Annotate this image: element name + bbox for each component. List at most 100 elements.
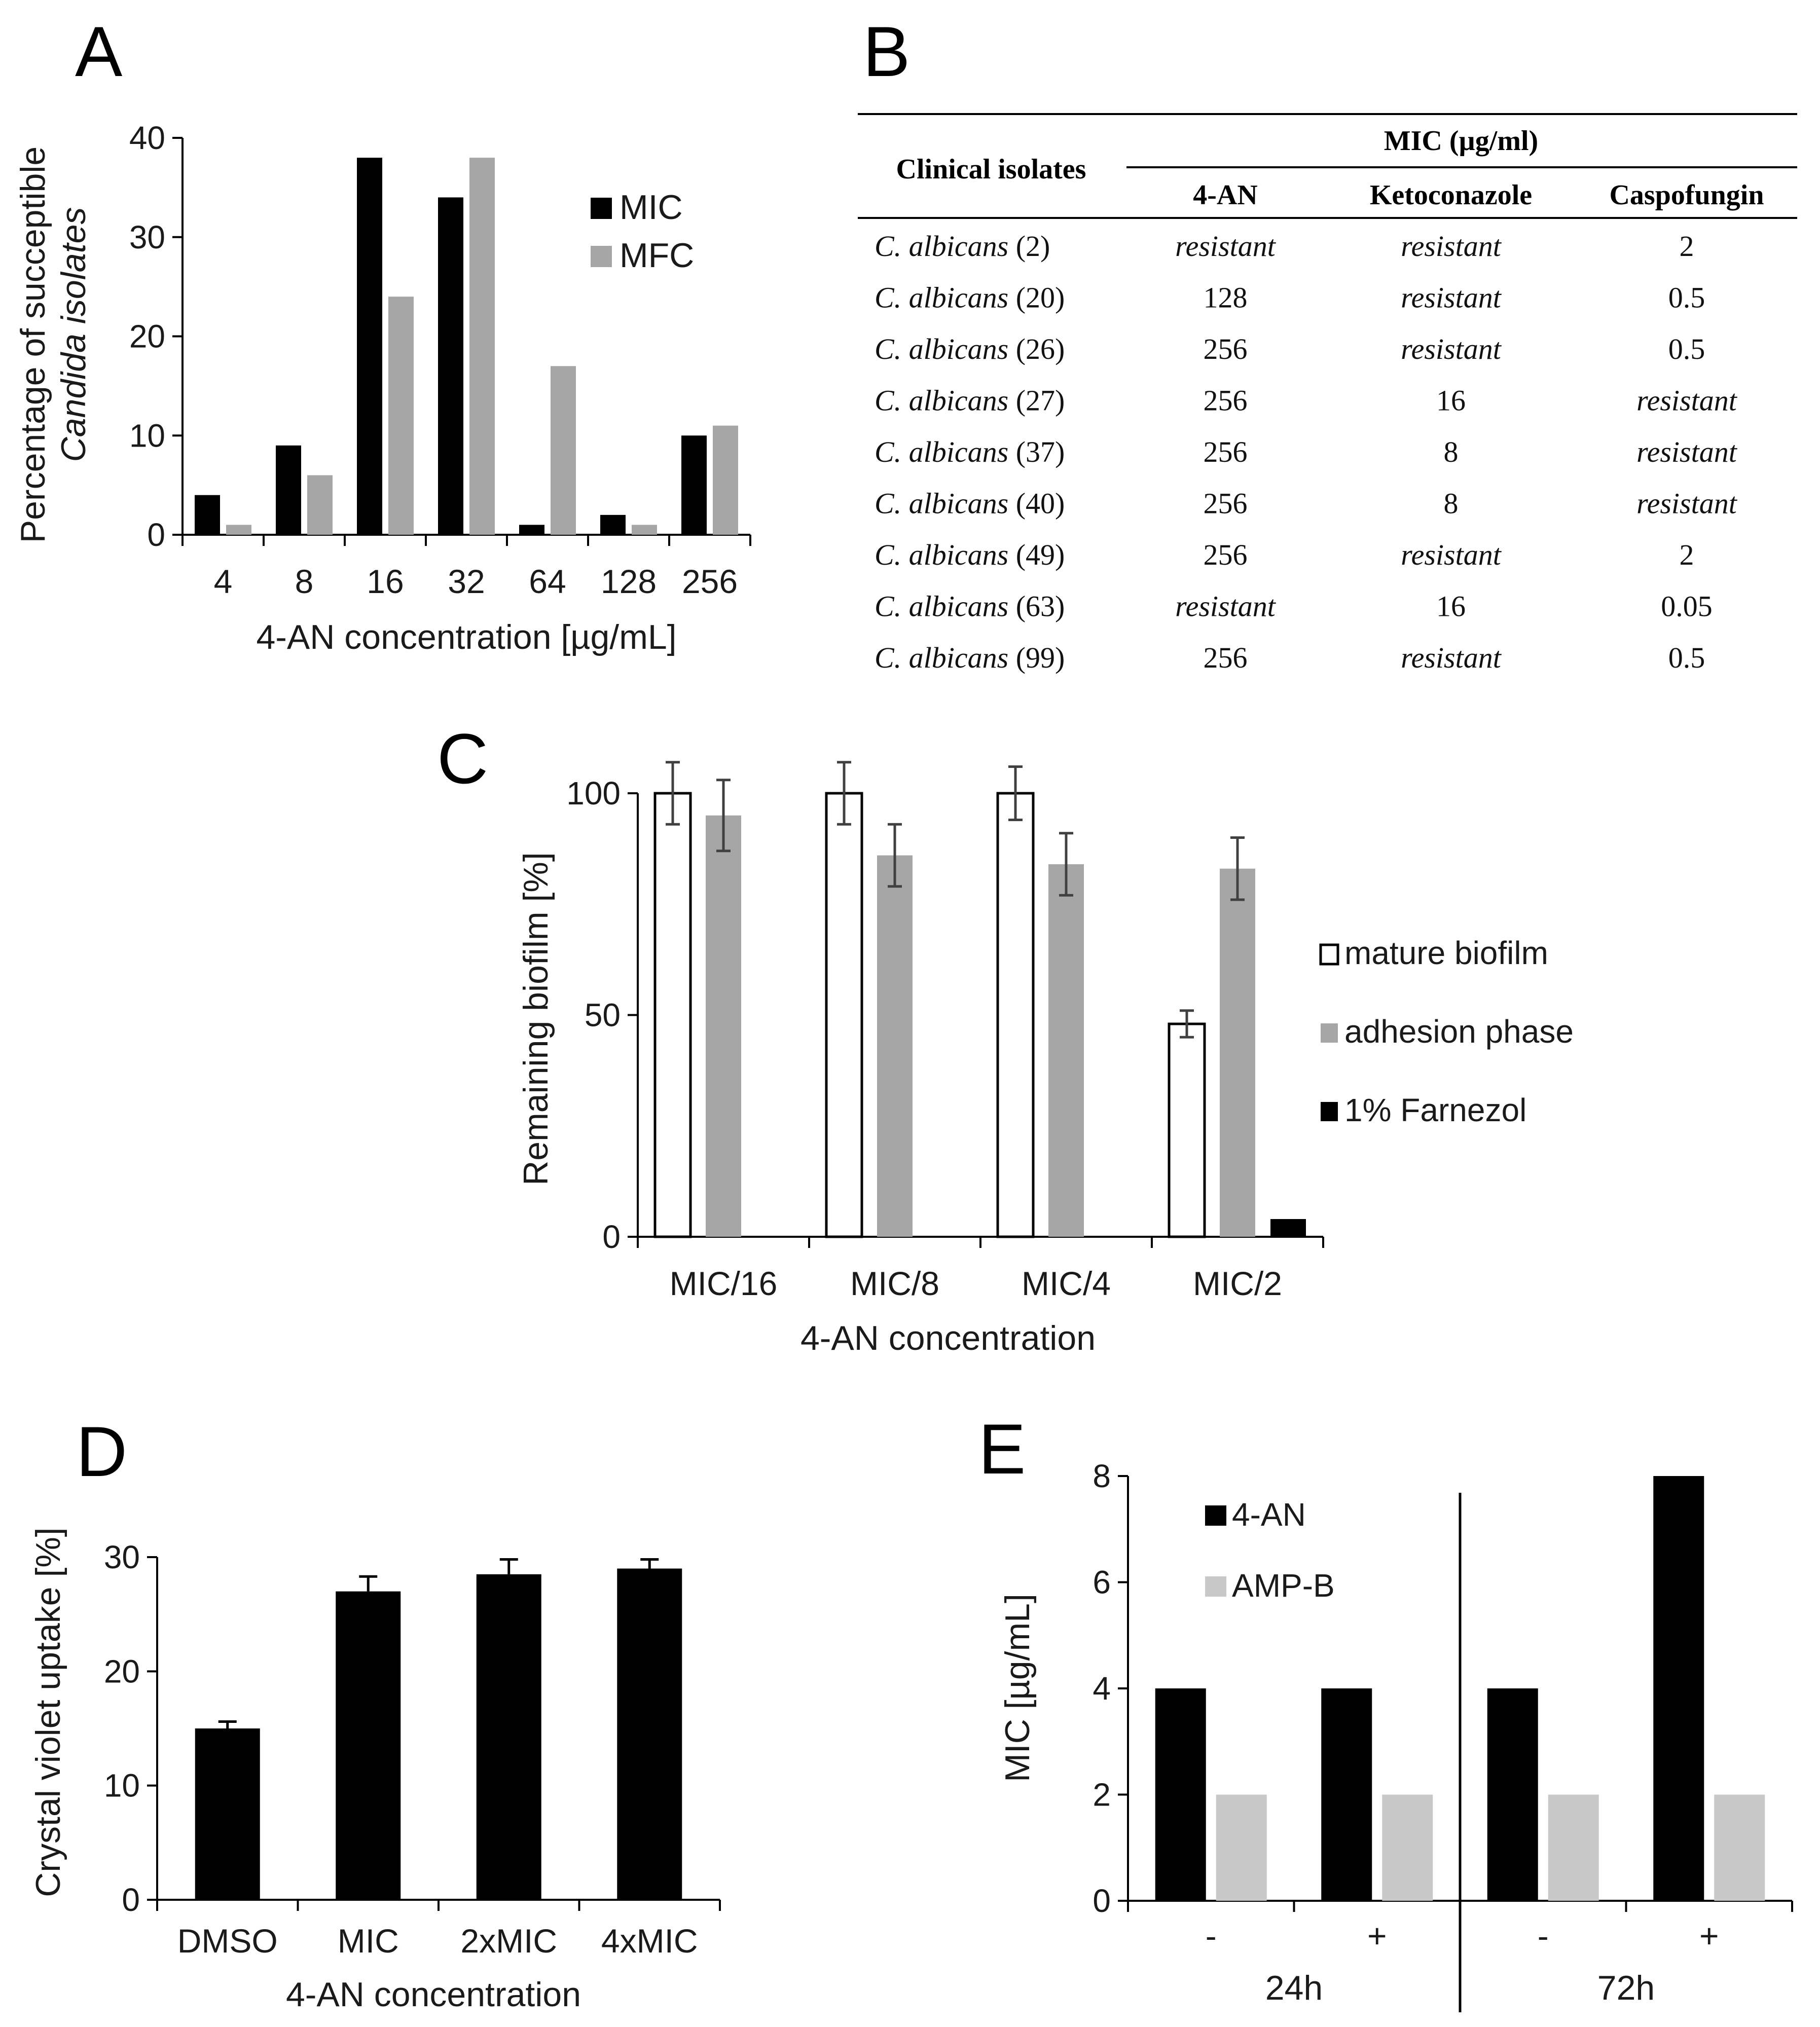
panel-c-y-axis-title: Remaining biofilm [%]	[517, 852, 555, 1186]
table-cell: resistant	[1401, 538, 1502, 571]
panel-e-legend-swatch	[1205, 1505, 1226, 1526]
panel-a-legend-label-mfc: MFC	[620, 236, 694, 275]
panel-label-c: C	[437, 719, 488, 798]
panel-c-xtick-label: MIC/2	[1193, 1265, 1282, 1302]
table-row-species: C. albicans	[875, 641, 1008, 674]
panel-c-legend-swatch	[1321, 1102, 1338, 1121]
table-row-header: Clinical isolates	[896, 154, 1086, 185]
table-cell: 0.5	[1668, 281, 1705, 314]
panel-e-ytick-label: 0	[1093, 1883, 1111, 1919]
table-cell: 0.05	[1661, 590, 1713, 623]
panel-d-ytick-label: 20	[104, 1653, 140, 1689]
table-cell: 256	[1204, 641, 1248, 674]
panel-e-xtick-label: -	[1206, 1917, 1217, 1955]
panel-c-bar-adhesion-phase-mic-16	[706, 815, 741, 1237]
panel-c-xtick-label: MIC/4	[1022, 1265, 1111, 1302]
panel-a-y-axis-title-line1: Percentage of succeptible	[14, 146, 52, 543]
panel-c-legend-swatch	[1321, 1023, 1338, 1043]
panel-a-bar-mfc-8	[307, 475, 333, 535]
table-row-id: (27)	[1008, 384, 1065, 417]
panel-a-bar-mic-128	[600, 514, 626, 535]
table-cell: resistant	[1175, 590, 1277, 623]
table-row-isolate: C. albicans (27)	[875, 384, 1065, 417]
table-cell: resistant	[1401, 230, 1502, 263]
table-cell: 2	[1680, 538, 1694, 571]
panel-d-bar-dmso	[195, 1728, 260, 1900]
panel-e-ytick-label: 4	[1093, 1670, 1111, 1707]
panel-a-y-axis-title-line2: Candida isolates	[54, 207, 93, 462]
panel-d-xtick-label: 2xMIC	[460, 1922, 557, 1960]
panel-a-x-axis-title: 4-AN concentration [µg/mL]	[256, 618, 676, 656]
panel-d-bar-mic	[336, 1591, 401, 1900]
panel-d-ytick-label: 30	[104, 1539, 140, 1575]
table-row-id: (99)	[1008, 641, 1065, 674]
table-cell: 256	[1204, 538, 1248, 571]
panel-a-legend-label-mic: MIC	[620, 188, 683, 227]
panel-label-b: B	[863, 12, 910, 91]
panel-c-ytick-label: 100	[566, 775, 621, 812]
panel-e-bar-4-an-1	[1321, 1688, 1372, 1901]
panel-d-ytick-label: 0	[122, 1882, 140, 1918]
panel-a-bar-mic-8	[276, 445, 301, 535]
table-cell: resistant	[1401, 281, 1502, 314]
panel-a-xtick-label: 64	[529, 563, 566, 600]
table-col-header-caspofungin: Caspofungin	[1609, 179, 1764, 211]
table-row-isolate: C. albicans (2)	[875, 230, 1050, 263]
table-col-header-4an: 4-AN	[1193, 179, 1258, 211]
panel-d-xtick-label: 4xMIC	[601, 1922, 698, 1960]
panel-d-xtick-label: MIC	[338, 1922, 399, 1960]
table-cell: 16	[1436, 590, 1466, 623]
table-cell: 2	[1680, 230, 1694, 263]
panel-a-xtick-label: 16	[367, 563, 404, 600]
panel-d-xtick-label: DMSO	[177, 1922, 278, 1960]
panel-e-bar-4-an-3	[1653, 1476, 1704, 1901]
panel-a-bar-mic-32	[438, 197, 463, 535]
table-row-id: (37)	[1008, 435, 1065, 468]
panel-e-bar-amp-b-0	[1216, 1794, 1267, 1901]
panel-a-xtick-label: 8	[295, 563, 314, 600]
table-row-species: C. albicans	[875, 230, 1008, 263]
panel-e-xtick-label: +	[1699, 1917, 1719, 1955]
table-row-species: C. albicans	[875, 384, 1008, 417]
table-row-species: C. albicans	[875, 333, 1008, 365]
table-row-id: (20)	[1008, 281, 1065, 314]
table-cell: resistant	[1401, 641, 1502, 674]
panel-c-legend-label: mature biofilm	[1344, 935, 1548, 971]
panel-c-xtick-label: MIC/16	[670, 1265, 778, 1302]
panel-d-x-axis-title: 4-AN concentration	[286, 1975, 581, 2014]
table-cell: 0.5	[1668, 641, 1705, 674]
table-cell: 8	[1444, 435, 1459, 468]
panel-a-xtick-label: 4	[214, 563, 233, 600]
table-row-id: (49)	[1008, 538, 1065, 571]
panel-a-bar-mic-256	[681, 435, 707, 535]
table-row-species: C. albicans	[875, 590, 1008, 623]
panel-c-bar-mature-biofilm-mic-2	[1168, 1022, 1206, 1238]
table-row-id: (2)	[1008, 230, 1050, 263]
panel-a-bar-mfc-256	[713, 425, 738, 535]
table-row-species: C. albicans	[875, 487, 1008, 520]
panel-label-a: A	[75, 12, 123, 91]
panel-a-bar-mfc-128	[632, 525, 657, 535]
panel-c-bar-mature-biofilm-mic-8	[825, 792, 863, 1238]
table-cell: 256	[1204, 435, 1248, 468]
panel-d-ytick-label: 10	[104, 1767, 140, 1804]
table-row-isolate: C. albicans (49)	[875, 538, 1065, 571]
table-cell: 128	[1204, 281, 1248, 314]
table-cell: resistant	[1636, 384, 1738, 417]
panel-e-chart: 0 2 4 6 8 - + - +24h 72h MIC [µg/mL] 4-AN AMP-B	[998, 1458, 1793, 2012]
panel-a-ytick-label: 20	[129, 318, 165, 355]
panel-a-bar-mfc-4	[226, 525, 251, 535]
table-row-isolate: C. albicans (20)	[875, 281, 1065, 314]
panel-e-ytick-label: 6	[1093, 1564, 1111, 1601]
panel-e-bar-amp-b-3	[1714, 1794, 1765, 1901]
table-row-isolate: C. albicans (63)	[875, 590, 1065, 623]
table-cell: 256	[1204, 384, 1248, 417]
panel-c-ytick-label: 50	[585, 997, 621, 1034]
panel-label-e: E	[978, 1409, 1026, 1489]
panel-c-ytick-label: 0	[602, 1219, 621, 1255]
table-row-species: C. albicans	[875, 281, 1008, 314]
panel-d-y-axis-title: Crystal violet uptake [%]	[29, 1527, 67, 1897]
panel-e-bar-amp-b-1	[1382, 1794, 1433, 1901]
